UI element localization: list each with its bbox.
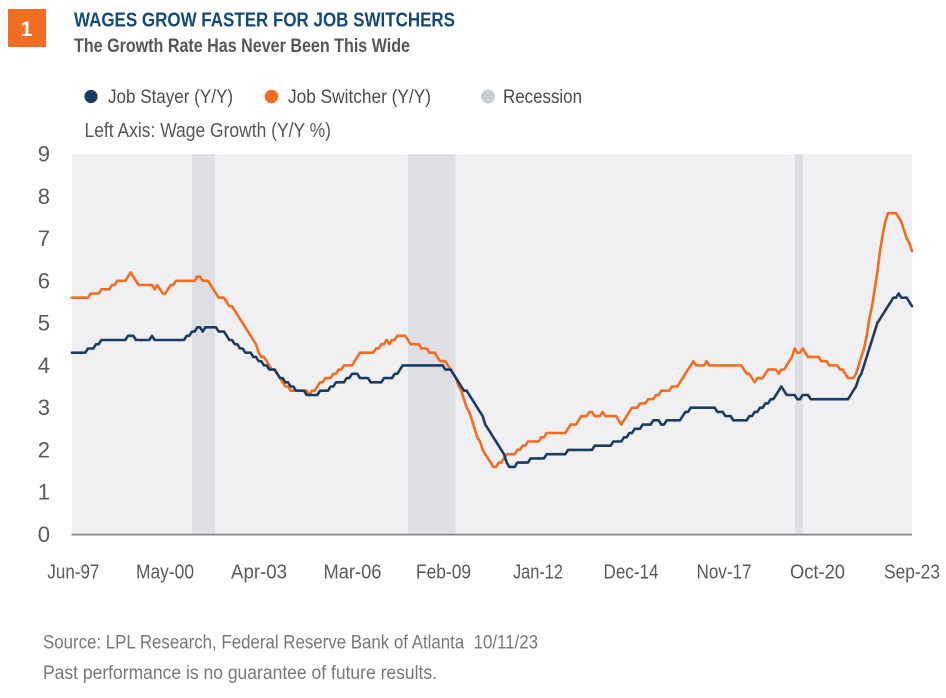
svg-text:Jan-12: Jan-12 [513, 562, 563, 584]
svg-text:Recession: Recession [503, 87, 582, 108]
svg-text:May-00: May-00 [136, 562, 194, 584]
svg-text:Nov-17: Nov-17 [697, 562, 752, 584]
svg-text:WAGES GROW FASTER FOR JOB SWIT: WAGES GROW FASTER FOR JOB SWITCHERS [74, 10, 455, 32]
svg-text:Oct-20: Oct-20 [790, 562, 845, 584]
svg-text:Job Switcher (Y/Y): Job Switcher (Y/Y) [288, 87, 431, 108]
svg-text:6: 6 [38, 268, 50, 293]
svg-text:Apr-03: Apr-03 [231, 562, 287, 584]
svg-text:Mar-06: Mar-06 [324, 562, 382, 584]
svg-text:7: 7 [38, 226, 50, 251]
svg-text:Dec-14: Dec-14 [604, 562, 659, 584]
svg-text:8: 8 [38, 184, 50, 209]
svg-text:5: 5 [38, 311, 50, 336]
svg-text:Sep-23: Sep-23 [884, 562, 940, 584]
svg-text:Jun-97: Jun-97 [47, 562, 99, 584]
svg-text:9: 9 [38, 142, 50, 167]
svg-text:0: 0 [38, 522, 50, 547]
svg-text:1: 1 [21, 17, 33, 41]
svg-text:Job Stayer (Y/Y): Job Stayer (Y/Y) [108, 87, 233, 108]
svg-text:Feb-09: Feb-09 [416, 562, 471, 584]
svg-text:Past performance is no guarant: Past performance is no guarantee of futu… [43, 663, 437, 684]
svg-text:4: 4 [38, 353, 50, 378]
svg-text:3: 3 [38, 395, 50, 420]
svg-text:The Growth Rate Has Never Been: The Growth Rate Has Never Been This Wide [74, 35, 410, 57]
svg-text:1: 1 [38, 480, 50, 505]
svg-text:Source: LPL Research, Federal: Source: LPL Research, Federal Reserve Ba… [43, 633, 538, 654]
svg-text:2: 2 [38, 437, 50, 462]
svg-text:Left Axis: Wage Growth (Y/Y %): Left Axis: Wage Growth (Y/Y %) [85, 120, 332, 142]
